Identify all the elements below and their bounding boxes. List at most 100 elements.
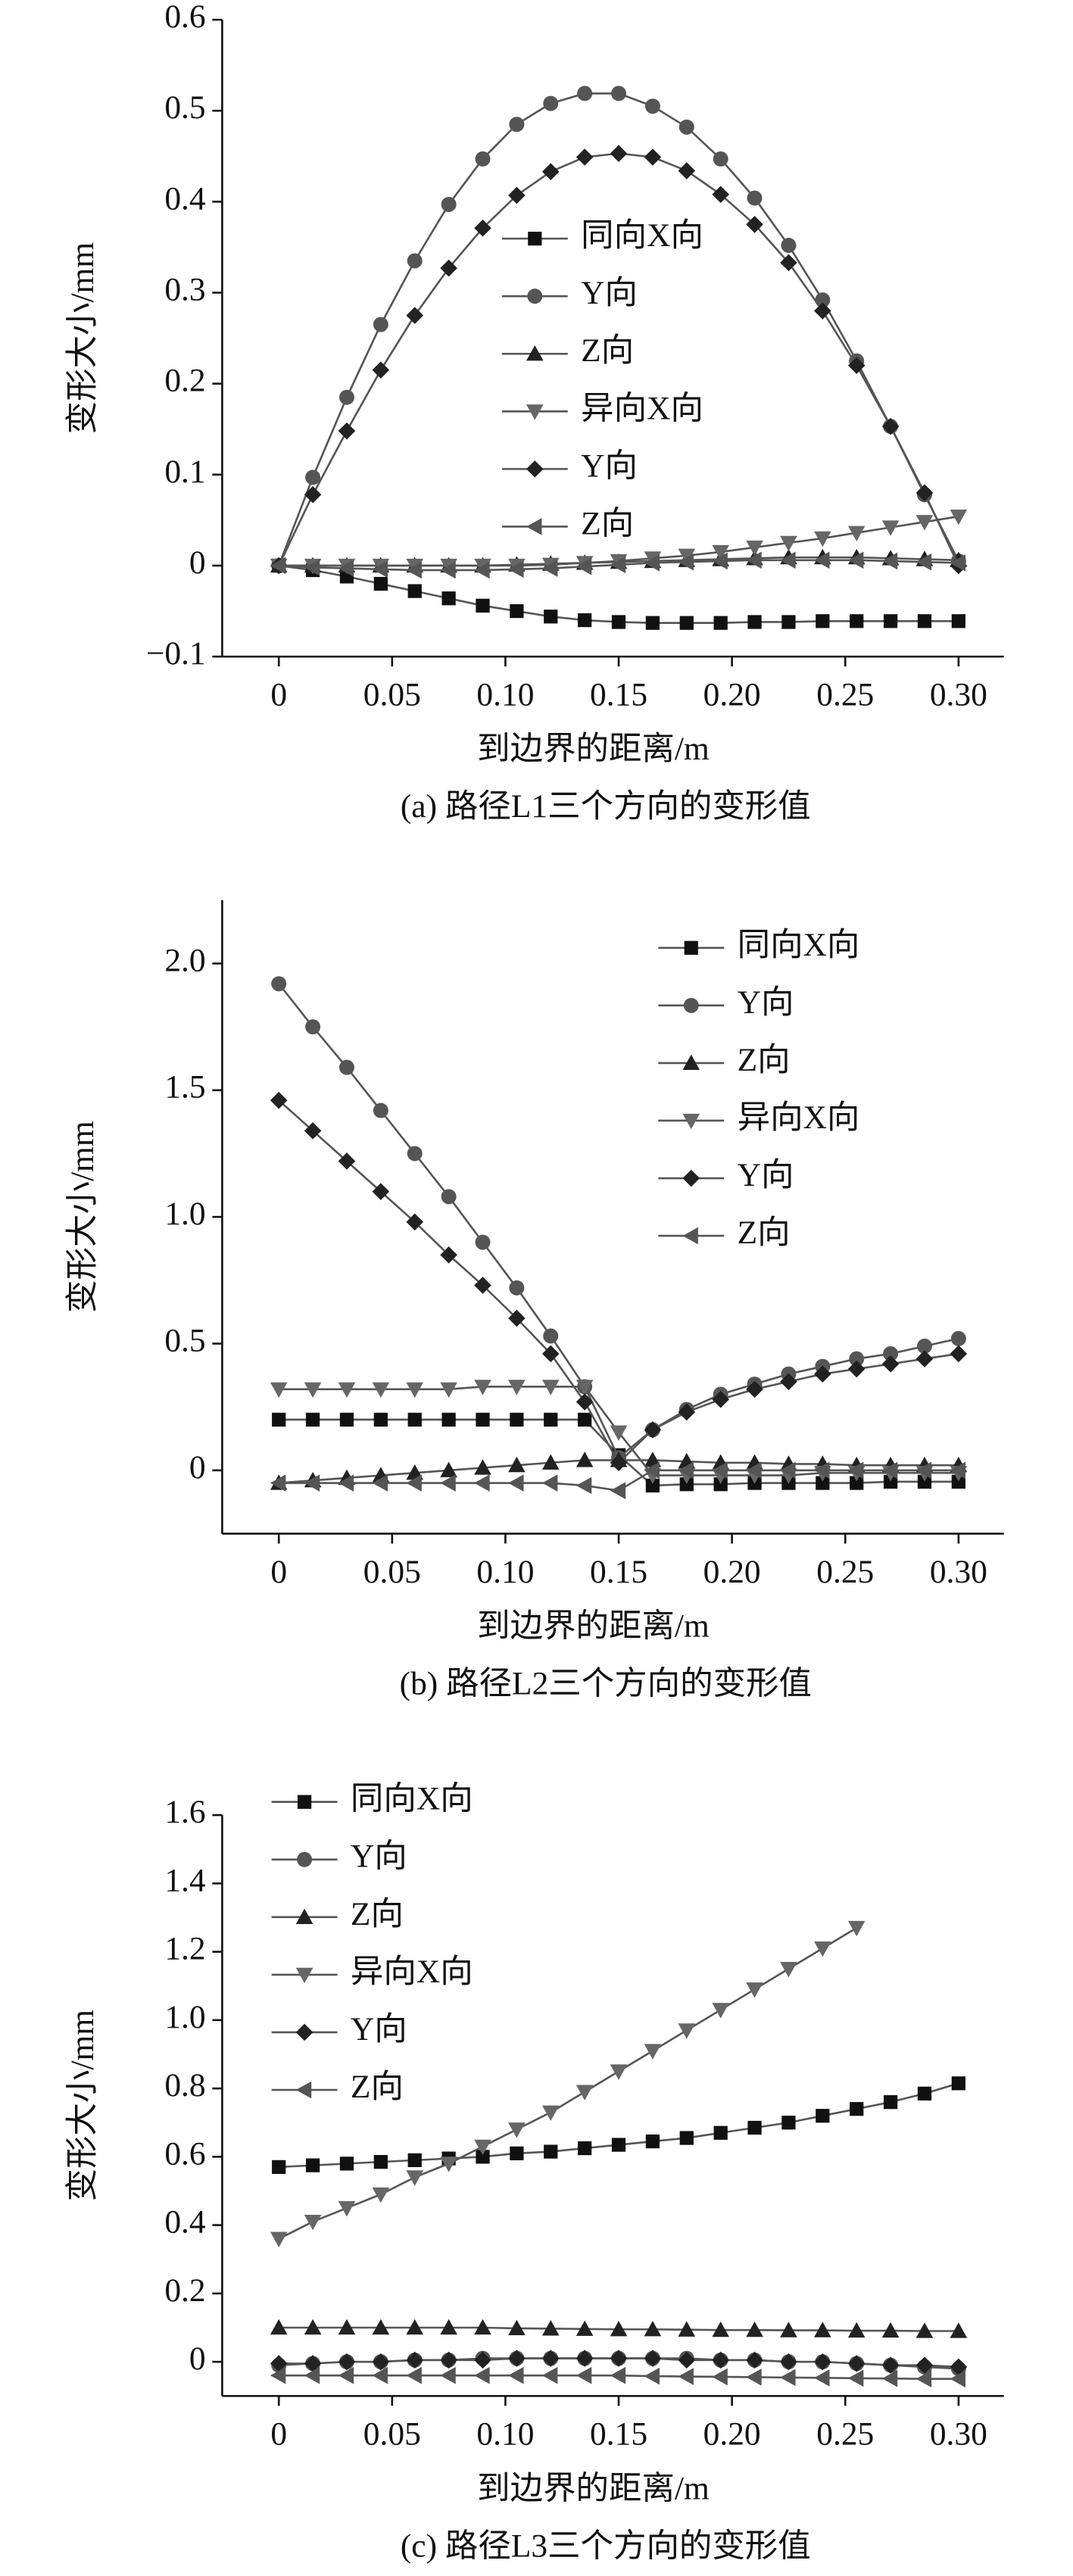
marker <box>712 2351 729 2369</box>
marker <box>747 190 763 206</box>
marker <box>544 1412 558 1427</box>
marker <box>850 614 864 628</box>
marker <box>474 1474 490 1492</box>
marker <box>746 551 762 569</box>
marker <box>610 2366 626 2384</box>
marker <box>474 2319 491 2335</box>
x-tick-label: 0 <box>270 1554 287 1590</box>
marker <box>338 1382 356 1398</box>
marker <box>575 2085 594 2100</box>
marker <box>816 1476 830 1490</box>
marker <box>508 2319 526 2336</box>
legend-label: Z向 <box>351 1896 404 1932</box>
marker <box>847 1461 864 1480</box>
marker <box>304 485 322 504</box>
marker <box>508 1309 526 1327</box>
marker <box>544 610 558 624</box>
marker <box>951 2076 965 2091</box>
marker <box>543 95 559 111</box>
marker <box>441 1189 457 1205</box>
marker <box>372 560 388 579</box>
marker <box>916 1338 932 1354</box>
caption: (c) 路径L3三个方向的变形值 <box>401 2528 811 2564</box>
x-tick-label: 0.20 <box>703 676 761 713</box>
marker <box>510 2146 524 2160</box>
marker <box>780 551 796 569</box>
marker <box>474 561 490 579</box>
marker <box>272 2160 286 2175</box>
marker <box>440 2157 457 2172</box>
marker <box>712 2003 729 2019</box>
marker <box>373 576 388 591</box>
marker <box>338 2366 354 2384</box>
marker <box>847 1920 866 1937</box>
marker <box>950 1330 966 1346</box>
marker <box>305 1412 320 1427</box>
marker <box>541 163 560 181</box>
marker <box>304 2214 322 2231</box>
legend-label: Y向 <box>738 984 794 1021</box>
marker <box>338 1059 354 1075</box>
marker <box>915 553 932 571</box>
marker <box>372 2319 390 2335</box>
y-axis-label: 变形大小/mm <box>64 2010 101 2202</box>
marker <box>780 2353 797 2371</box>
legend-label: Z向 <box>351 2069 404 2105</box>
marker <box>338 422 356 440</box>
marker <box>644 1461 660 1480</box>
marker <box>645 1478 660 1493</box>
legend-label: 同向X向 <box>351 1781 473 1817</box>
marker <box>295 1908 313 1924</box>
marker <box>271 976 287 992</box>
y-tick-label: 0.5 <box>164 1322 205 1358</box>
x-tick-label: 0.05 <box>363 1554 421 1590</box>
marker <box>406 2366 422 2384</box>
marker <box>678 2351 696 2369</box>
marker <box>575 148 594 166</box>
marker <box>338 2200 356 2217</box>
marker <box>746 1461 762 1480</box>
x-tick-label: 0.30 <box>930 676 987 713</box>
marker <box>407 2153 422 2167</box>
marker <box>678 1461 694 1480</box>
marker <box>508 186 526 204</box>
legend-label: Y向 <box>351 2011 407 2047</box>
marker <box>679 2131 694 2145</box>
marker <box>644 148 662 166</box>
marker <box>372 1474 388 1492</box>
marker <box>372 2353 390 2371</box>
marker <box>528 231 542 246</box>
marker <box>304 2319 322 2335</box>
marker <box>304 2366 320 2384</box>
marker <box>611 2138 626 2152</box>
marker <box>270 2231 288 2247</box>
caption: (a) 路径L1三个方向的变形值 <box>401 788 811 825</box>
marker <box>526 404 544 420</box>
marker <box>847 2322 866 2338</box>
marker <box>297 1795 312 1809</box>
marker <box>712 2368 728 2386</box>
marker <box>295 2081 312 2099</box>
marker <box>440 1474 456 1492</box>
x-tick-label: 0.15 <box>590 2416 647 2453</box>
marker <box>373 1102 388 1118</box>
marker <box>713 2125 728 2140</box>
marker <box>950 509 968 525</box>
marker <box>950 554 965 572</box>
marker <box>678 553 694 571</box>
x-tick-label: 0.20 <box>703 2416 761 2453</box>
x-tick-label: 0 <box>270 676 287 713</box>
marker <box>610 2320 628 2337</box>
marker <box>847 551 864 569</box>
marker <box>304 1474 320 1492</box>
marker <box>338 389 354 405</box>
marker <box>814 2369 830 2387</box>
marker <box>847 1360 866 1378</box>
marker <box>440 561 456 579</box>
y-tick-label: 0.3 <box>164 271 205 307</box>
marker <box>441 196 457 212</box>
y-tick-label: 1.6 <box>164 1794 205 1830</box>
marker <box>578 2141 592 2156</box>
marker <box>541 1474 558 1492</box>
marker <box>508 2122 526 2138</box>
